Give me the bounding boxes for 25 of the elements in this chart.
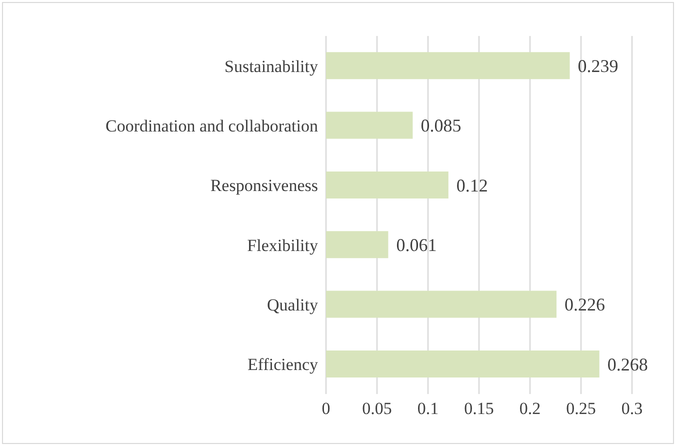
- data-label: 0.085: [420, 116, 462, 136]
- y-tick-label: Coordination and collaboration: [106, 116, 318, 136]
- bar: [326, 52, 570, 80]
- bar: [326, 350, 600, 378]
- data-label: 0.226: [564, 294, 606, 315]
- bar: [326, 112, 413, 139]
- x-tick-label: 0.05: [362, 399, 392, 418]
- y-tick-label: Flexibility: [247, 236, 318, 255]
- data-label: 0.12: [456, 175, 488, 196]
- x-tick-label: 0.2: [519, 399, 541, 418]
- data-label: 0.239: [578, 56, 618, 76]
- x-tick-label: 0.25: [566, 399, 596, 418]
- y-tick-label: Responsiveness: [210, 176, 318, 196]
- bar: [326, 231, 388, 258]
- x-tick-label: 0.3: [621, 399, 643, 418]
- y-tick-label: Sustainability: [224, 56, 318, 76]
- x-tick-label: 0: [322, 399, 330, 418]
- y-tick-label: Quality: [267, 296, 318, 315]
- data-label: 0.268: [607, 354, 648, 374]
- y-tick-label: Efficiency: [248, 355, 318, 374]
- x-tick-label: 0.1: [417, 399, 439, 418]
- bar: [326, 171, 448, 198]
- bar: [326, 290, 557, 318]
- data-label: 0.061: [396, 235, 437, 255]
- x-tick-label: 0.15: [464, 399, 494, 418]
